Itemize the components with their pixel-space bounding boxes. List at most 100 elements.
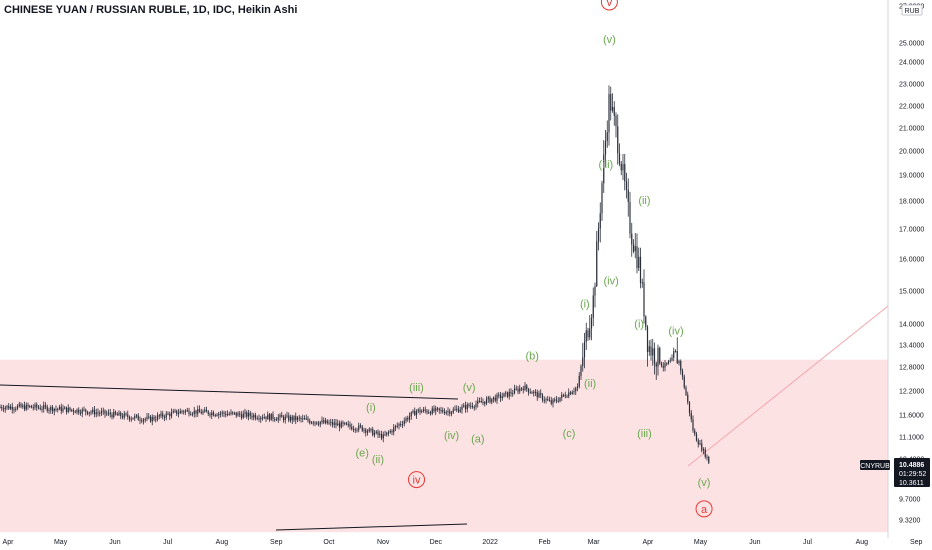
candle-body bbox=[368, 428, 370, 432]
candle-body bbox=[543, 399, 545, 401]
candle-body bbox=[274, 418, 276, 420]
candle-body bbox=[284, 416, 286, 421]
x-tick-label: May bbox=[694, 539, 708, 546]
candle-body bbox=[461, 406, 463, 410]
symbol-tag: CNYRUB bbox=[860, 460, 890, 470]
y-tick-label: 23.0000 bbox=[899, 82, 924, 89]
candle-body bbox=[575, 388, 577, 392]
candle-body bbox=[681, 370, 684, 377]
time-axis[interactable]: Apr May Jun Jul Aug Sep Oct Nov Dec 2022 Feb Mar Apr… bbox=[0, 538, 932, 550]
candle-body bbox=[142, 419, 145, 422]
candle-body bbox=[508, 391, 510, 397]
candle-body bbox=[498, 394, 500, 396]
candle-body bbox=[128, 417, 131, 420]
candle-body bbox=[646, 326, 649, 352]
candle-body bbox=[29, 406, 31, 408]
candle-body bbox=[120, 412, 122, 417]
candle-body bbox=[506, 392, 509, 397]
candle-body bbox=[261, 417, 264, 419]
candle-body bbox=[540, 393, 542, 395]
wave-label: (e) bbox=[355, 448, 368, 460]
candle-body bbox=[492, 397, 495, 400]
candle-body bbox=[23, 405, 26, 410]
candle-body bbox=[359, 425, 362, 427]
candle-body bbox=[345, 423, 348, 425]
x-tick-label: 2022 bbox=[482, 539, 498, 546]
candle-body bbox=[596, 241, 598, 287]
candle-body bbox=[632, 244, 635, 252]
candle-body bbox=[555, 399, 558, 401]
candle-body bbox=[513, 388, 516, 394]
candle-body bbox=[0, 407, 1, 408]
candle-body bbox=[6, 406, 8, 408]
last-price-text: 10.4886 bbox=[899, 462, 924, 469]
candle-body bbox=[55, 408, 57, 410]
y-tick-label: 17.0000 bbox=[899, 227, 924, 234]
candle-body bbox=[204, 409, 206, 412]
candle-body bbox=[302, 418, 304, 420]
candle-body bbox=[321, 420, 323, 423]
candle-body bbox=[652, 348, 654, 356]
candle-body bbox=[123, 413, 125, 418]
candle-body bbox=[228, 413, 230, 415]
wave-label: (iii) bbox=[599, 159, 614, 171]
candle-body bbox=[102, 410, 104, 412]
candle-body bbox=[436, 408, 439, 410]
candle-body bbox=[627, 189, 629, 203]
candle-body bbox=[457, 408, 460, 412]
x-tick-label: Sep bbox=[270, 539, 283, 546]
candle-body bbox=[347, 424, 349, 426]
y-tick-label: 18.0000 bbox=[899, 199, 924, 206]
currency-badge[interactable]: RUB bbox=[901, 4, 923, 16]
candle-body bbox=[340, 422, 342, 428]
candle-body bbox=[659, 347, 661, 364]
candle-body bbox=[95, 412, 97, 415]
candle-body bbox=[456, 408, 458, 410]
candle-body bbox=[695, 434, 698, 441]
candle-body bbox=[487, 397, 489, 400]
candle-body bbox=[326, 420, 328, 424]
candle-body bbox=[657, 347, 659, 367]
candle-body bbox=[307, 418, 309, 421]
projection-line[interactable] bbox=[687, 305, 889, 467]
chart-title: CHINESE YUAN / RUSSIAN RUBLE, 1D, IDC, H… bbox=[4, 4, 298, 16]
candle-body bbox=[599, 213, 601, 229]
candle-body bbox=[671, 357, 673, 361]
candle-body bbox=[547, 399, 549, 401]
candle-body bbox=[447, 410, 449, 412]
candle-body bbox=[197, 409, 199, 414]
candle-body bbox=[534, 391, 537, 393]
lower-trendline[interactable] bbox=[275, 523, 468, 531]
candle-body bbox=[450, 412, 453, 414]
wave-label: (v) bbox=[463, 382, 476, 394]
candle-body bbox=[27, 404, 29, 407]
candle-body bbox=[34, 404, 36, 408]
candle-body bbox=[342, 422, 344, 424]
x-tick-label: Sep bbox=[910, 539, 923, 546]
y-tick-label: 16.0000 bbox=[899, 257, 924, 264]
candle-body bbox=[655, 363, 657, 367]
wave-label: (v) bbox=[603, 34, 616, 46]
candle-body bbox=[139, 419, 141, 421]
candle-body bbox=[531, 392, 533, 394]
candle-body bbox=[606, 132, 608, 142]
candle-body bbox=[71, 409, 73, 411]
candle-body bbox=[134, 416, 136, 419]
candle-body bbox=[256, 418, 258, 420]
candle-body bbox=[512, 393, 514, 395]
candle-body bbox=[13, 409, 15, 411]
candle-body bbox=[212, 412, 215, 416]
candle-body bbox=[354, 429, 356, 431]
candle-body bbox=[85, 409, 87, 412]
candle-body bbox=[610, 94, 612, 111]
candle-body bbox=[604, 141, 607, 155]
candle-body bbox=[349, 424, 351, 427]
candle-body bbox=[559, 397, 561, 402]
wave-labels: v (v) (iii) (ii) (iv) (i) (i) (iv) (b) (ii) (iii) (… bbox=[355, 0, 713, 518]
upper-trendline[interactable] bbox=[0, 384, 459, 400]
candle-body bbox=[538, 393, 540, 398]
candle-body bbox=[470, 405, 472, 407]
candle-body bbox=[258, 418, 260, 420]
candle-body bbox=[389, 431, 391, 433]
